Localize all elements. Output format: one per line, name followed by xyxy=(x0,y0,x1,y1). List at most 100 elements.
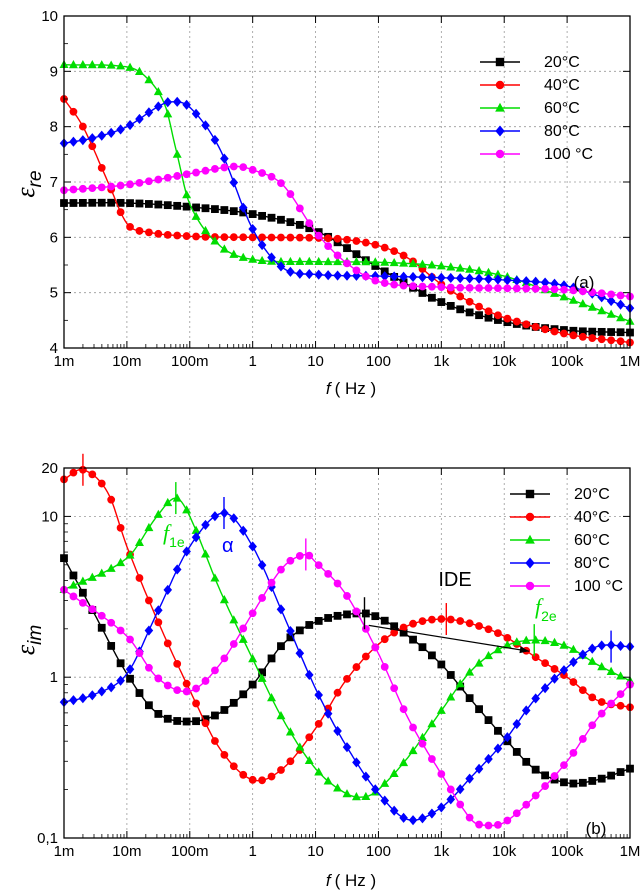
panel-b-series-marker xyxy=(437,770,446,778)
panel-a-series-marker xyxy=(258,169,266,177)
panel-b-series-marker xyxy=(361,771,371,782)
panel-a-series-1 xyxy=(60,95,634,347)
f1e-label-sub: 1e xyxy=(169,534,185,550)
panel-a-series-4 xyxy=(60,162,634,301)
panel-a-xtick-label: 1k xyxy=(433,353,449,370)
panel-b-series-marker xyxy=(116,659,125,668)
panel-a-series-marker xyxy=(305,224,314,233)
panel-a-ytick-label: 9 xyxy=(50,63,58,80)
panel-b-series-marker xyxy=(88,690,97,701)
panel-b-series-marker xyxy=(475,622,483,630)
panel-b-legend-item: 40°C xyxy=(510,509,610,526)
panel-a-series-marker xyxy=(116,181,125,190)
panel-b-series-marker xyxy=(588,693,597,702)
panel-b-series-marker xyxy=(285,727,295,736)
panel-b-series-1 xyxy=(60,465,634,785)
panel-b-series-marker xyxy=(540,683,550,694)
panel-b-xtick-label: 100k xyxy=(551,843,584,860)
panel-a-series-marker xyxy=(475,302,483,311)
panel-a-series-marker xyxy=(144,107,154,118)
panel-b-series-marker xyxy=(597,709,606,718)
panel-b-series-marker xyxy=(97,611,106,620)
panel-b-series-marker xyxy=(276,711,286,720)
panel-b-series-marker xyxy=(455,784,465,795)
panel-a-series-marker xyxy=(474,266,484,275)
panel-b-series-marker xyxy=(116,557,126,567)
panel-b-series-marker xyxy=(465,773,474,784)
panel-b-series-marker xyxy=(446,785,455,794)
panel-b-series-marker xyxy=(493,645,503,654)
panel-a-series-marker xyxy=(351,256,361,266)
panel-b-series-marker xyxy=(314,689,323,701)
panel-b-series-marker xyxy=(494,820,502,829)
panel-b-series-marker xyxy=(521,635,531,644)
panel-a-series-marker xyxy=(88,198,97,207)
panel-a-xlabel: f( Hz ) xyxy=(326,379,376,398)
panel-b-series-2 xyxy=(59,493,635,801)
panel-b-series-marker xyxy=(192,717,200,726)
panel-a-series-marker xyxy=(78,184,87,193)
panel-a-series-marker xyxy=(607,336,616,345)
panel-a-series-marker xyxy=(512,317,521,326)
panel-a-series-marker xyxy=(126,180,134,189)
panel-a-series-marker xyxy=(220,163,229,172)
panel-b-series-marker xyxy=(474,658,484,667)
panel-a-series-marker xyxy=(343,235,351,244)
panel-a-series-marker xyxy=(248,223,257,235)
panel-a-series-marker xyxy=(568,295,578,304)
panel-a-series-marker xyxy=(286,233,295,242)
panel-b-series-marker xyxy=(305,551,314,560)
panel-b-legend-marker xyxy=(525,557,535,569)
panel-b-series-marker xyxy=(333,725,342,737)
panel-b-series-marker xyxy=(541,782,549,790)
panel-b-series-marker xyxy=(97,623,106,632)
panel-b-series-marker xyxy=(286,556,295,565)
panel-b-series-marker xyxy=(154,618,163,627)
panel-b-series-marker xyxy=(201,715,210,724)
panel-a-xlabel-unit: ( Hz ) xyxy=(335,379,377,398)
panel-a-series-marker xyxy=(201,204,210,213)
panel-a-series-marker xyxy=(333,256,343,266)
panel-b-series-marker xyxy=(371,612,380,621)
panel-b-series-marker xyxy=(257,560,267,571)
panel-a-legend-marker xyxy=(495,80,505,90)
panel-a-legend-marker xyxy=(495,57,505,67)
panel-a-series-marker xyxy=(371,262,380,270)
panel-a-series-marker xyxy=(116,124,125,135)
panel-a-series-marker xyxy=(68,60,78,69)
panel-b-series-marker xyxy=(144,625,154,636)
panel-b-series-marker xyxy=(126,674,134,683)
panel-a-series-marker xyxy=(541,325,549,334)
panel-a-legend-label: 100 °C xyxy=(544,146,593,163)
panel-a-series-marker xyxy=(182,190,192,199)
panel-a-series-marker xyxy=(597,306,607,315)
panel-b-series-marker xyxy=(295,552,304,560)
panel-b-series-marker xyxy=(248,680,257,689)
panel-b-series-marker xyxy=(522,800,531,809)
panel-a-series-marker xyxy=(305,219,314,228)
panel-a-series-marker xyxy=(343,259,351,268)
panel-a-series-marker xyxy=(597,327,606,336)
panel-a-series-marker xyxy=(418,289,427,297)
panel-b-series-marker xyxy=(201,677,210,685)
panel-b-series-marker xyxy=(192,684,200,693)
panel-a-ytick-label: 7 xyxy=(50,174,58,191)
panel-b-series-marker xyxy=(69,468,78,477)
panel-b-legend-label: 100 °C xyxy=(574,578,623,595)
panel-b-series-marker xyxy=(427,719,437,728)
panel-a-series-marker xyxy=(399,258,409,267)
panel-b-series-marker xyxy=(153,509,163,518)
panel-b-series-marker xyxy=(597,640,606,651)
panel-b-series-marker xyxy=(210,511,220,522)
panel-b-series-marker xyxy=(597,698,606,706)
panel-b-series-marker xyxy=(578,649,588,660)
panel-a-series-marker xyxy=(145,200,153,208)
panel-b-series-marker xyxy=(342,789,352,798)
panel-a-series-marker xyxy=(333,251,342,260)
panel-a-series-marker xyxy=(484,274,493,285)
panel-b-series-marker xyxy=(343,674,351,683)
panel-a-ytick-label: 8 xyxy=(50,119,58,136)
panel-b-series-marker xyxy=(201,519,210,530)
panel-b-series-marker xyxy=(531,693,540,704)
